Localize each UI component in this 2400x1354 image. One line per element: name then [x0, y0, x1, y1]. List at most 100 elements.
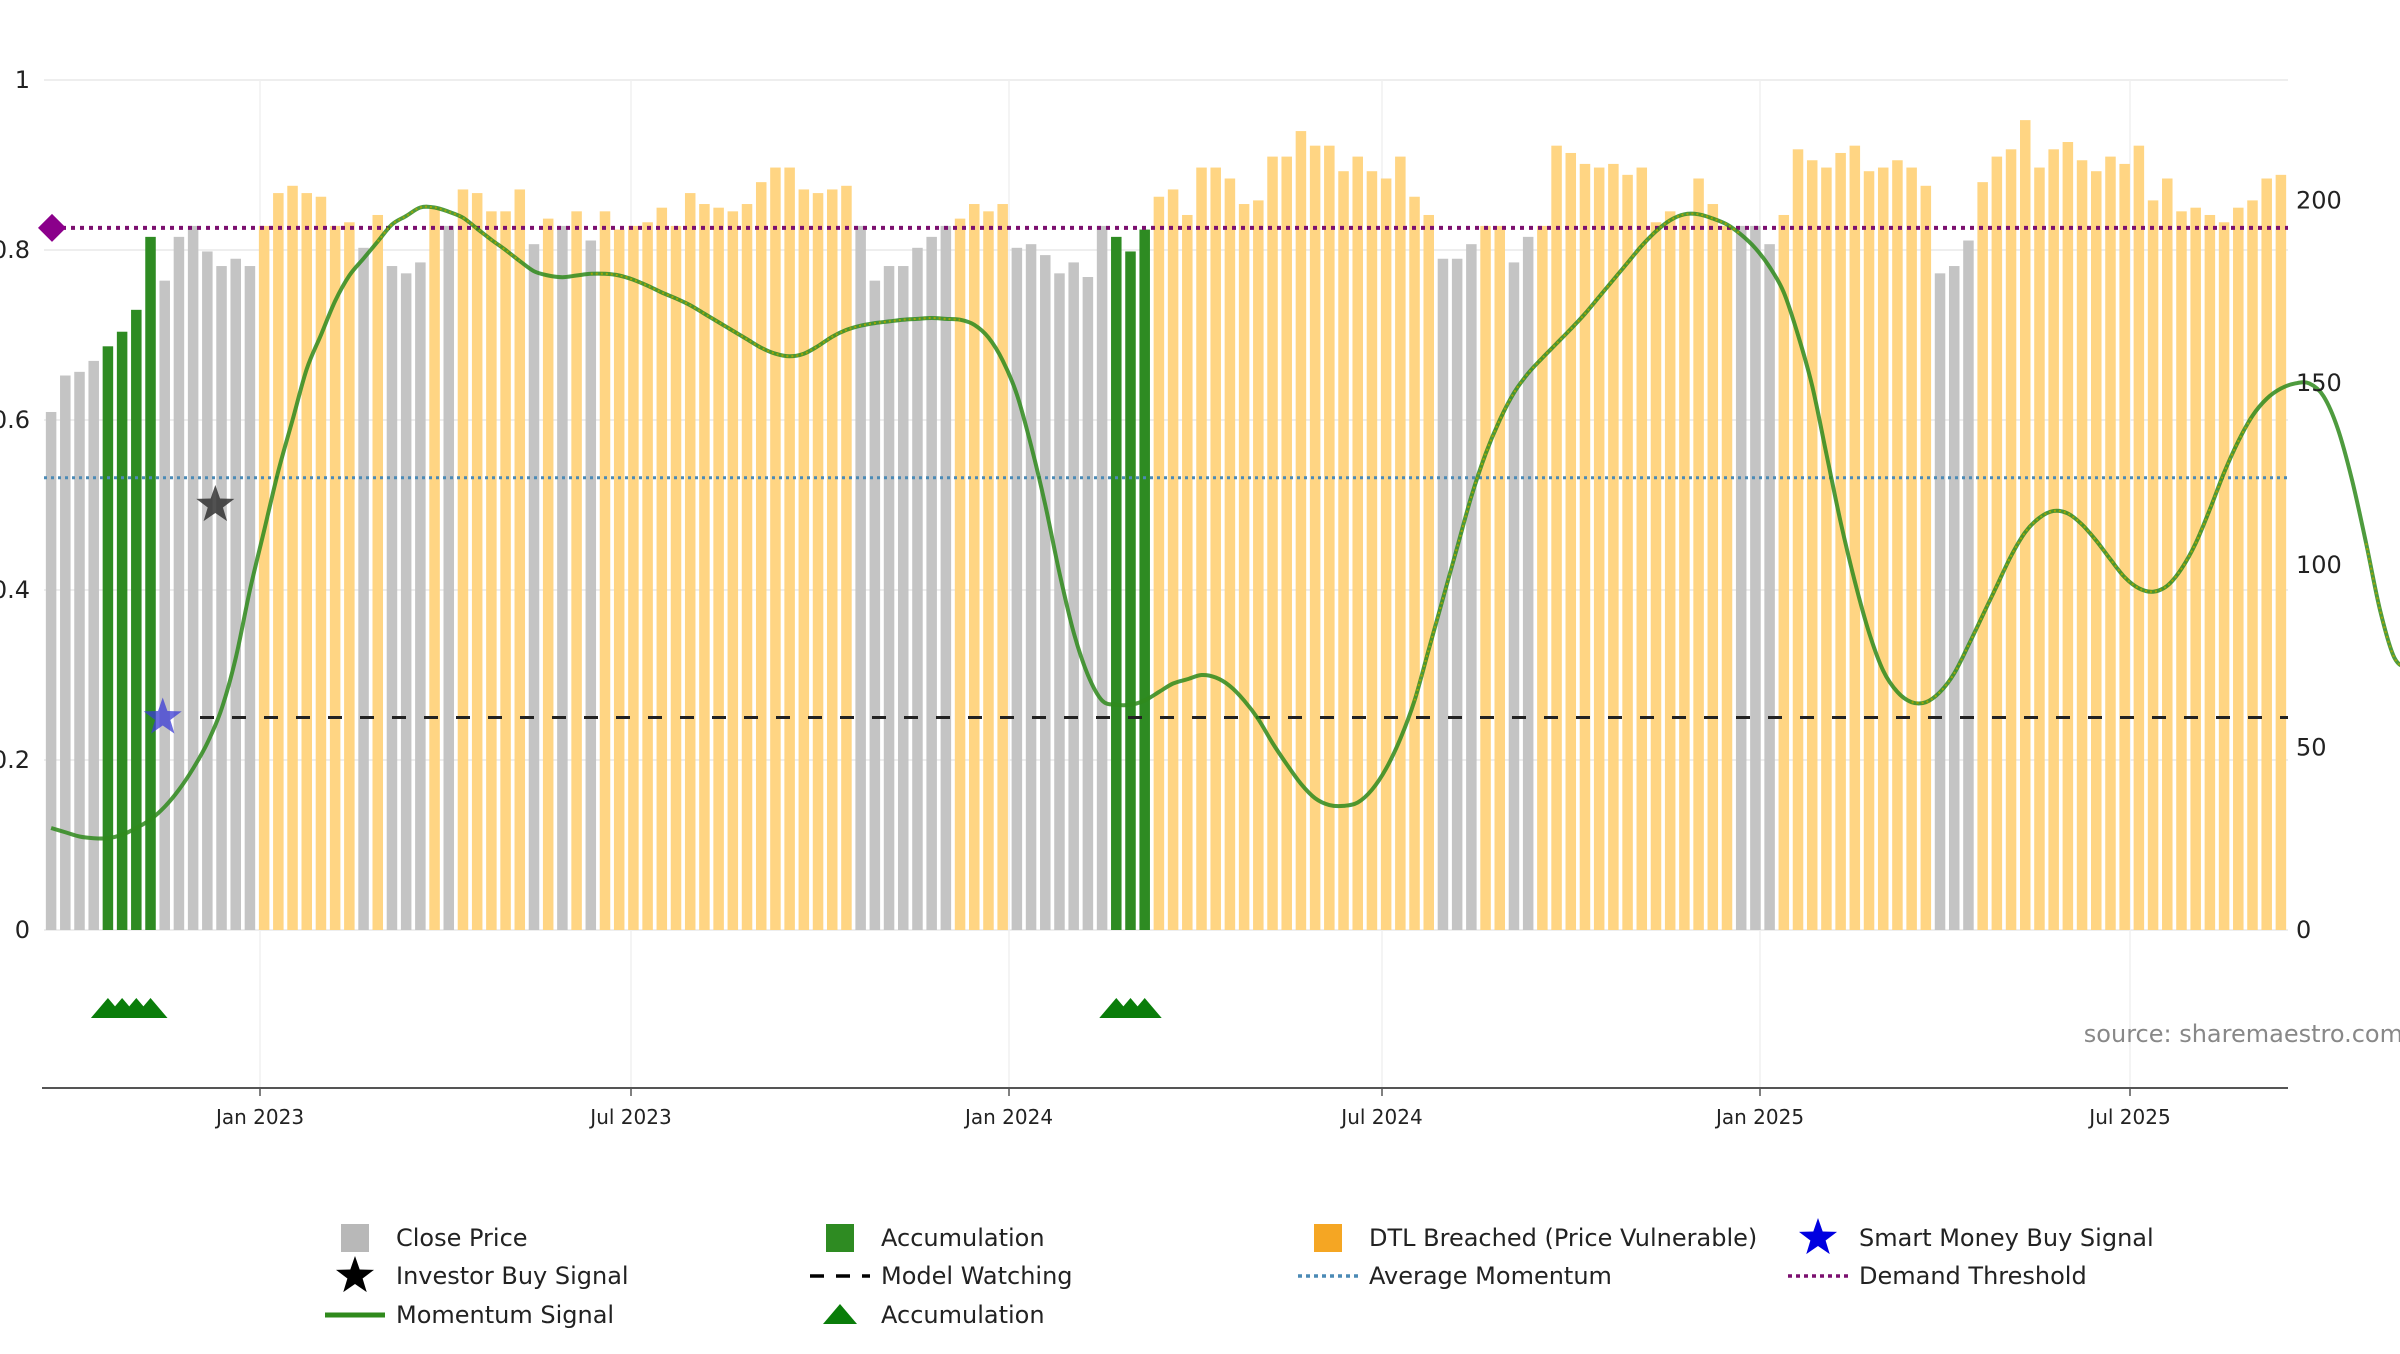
x-axis-tick-label: Jul 2023: [588, 1105, 671, 1129]
price-bar: [1892, 160, 1903, 930]
legend-swatch-accumulation-triangle: [823, 1304, 857, 1324]
price-bar: [656, 207, 668, 931]
left-axis-tick-label: 0.6: [0, 406, 30, 434]
legend-item: Smart Money Buy Signal: [1798, 1218, 2154, 1255]
price-bar: [2105, 156, 2116, 930]
price-bar: [386, 266, 398, 930]
source-note: source: sharemaestro.com: [2084, 1020, 2400, 1048]
price-bar: [1735, 225, 1747, 931]
price-bar: [784, 167, 795, 930]
price-bar: [926, 236, 937, 931]
price-bar: [1650, 222, 1662, 931]
price-bar: [2034, 167, 2045, 930]
price-bar: [1040, 255, 1051, 930]
price-bar: [2005, 149, 2017, 931]
price-bar: [1125, 251, 1136, 930]
price-bar: [1792, 149, 1804, 931]
price-bar: [2076, 160, 2088, 930]
price-bar: [599, 211, 611, 931]
price-bar: [500, 211, 511, 931]
price-bar: [1764, 244, 1775, 930]
x-axis-tick-label: Jul 2025: [2087, 1105, 2170, 1129]
price-bar: [1068, 262, 1079, 930]
price-bar: [1977, 182, 1988, 930]
left-axis-tick-label: 0.8: [0, 236, 30, 264]
right-axis-tick-label: 150: [2296, 369, 2342, 397]
price-bar: [60, 375, 71, 931]
legend-label: Investor Buy Signal: [396, 1262, 629, 1290]
price-bar: [2048, 149, 2059, 931]
price-bar: [2019, 120, 2031, 930]
price-bar: [585, 240, 597, 930]
price-bar: [2247, 200, 2258, 931]
price-bar: [1778, 214, 1790, 931]
momentum-signal-highlight: [376, 205, 521, 262]
price-bar: [1210, 167, 1221, 930]
price-bar: [1494, 225, 1506, 931]
price-bar: [869, 280, 881, 930]
price-bar: [1025, 244, 1037, 930]
price-bar: [1679, 214, 1690, 931]
price-bar: [1920, 185, 1932, 930]
price-bar: [258, 225, 270, 931]
price-bar: [514, 189, 526, 930]
price-bar: [329, 225, 341, 931]
price-bar: [187, 225, 199, 931]
price-bar: [897, 266, 909, 930]
price-bar: [1835, 152, 1846, 931]
price-bar: [826, 189, 838, 930]
legend-item: Accumulation: [826, 1224, 1045, 1252]
price-bar: [755, 182, 767, 930]
price-bar: [1466, 244, 1477, 930]
price-bar: [1693, 178, 1704, 930]
price-bar: [1196, 167, 1207, 930]
price-bar: [216, 266, 227, 930]
price-bar: [1934, 273, 1946, 930]
price-bar: [1522, 236, 1534, 931]
momentum-signal-highlight: [1911, 415, 2254, 704]
accumulation-marker: [1127, 998, 1162, 1018]
price-bar: [287, 185, 298, 930]
price-bar: [1324, 145, 1335, 931]
price-bar: [1224, 178, 1236, 930]
price-bar: [443, 225, 455, 931]
price-bar: [1636, 167, 1648, 930]
price-bar: [1054, 273, 1065, 930]
price-bar: [1082, 276, 1094, 930]
price-bar: [1906, 167, 1917, 930]
price-bar: [1380, 178, 1392, 930]
legend-label: Smart Money Buy Signal: [1859, 1224, 2154, 1252]
signal-markers: [90, 485, 1162, 1018]
legend-label: Average Momentum: [1369, 1262, 1612, 1290]
price-bar: [1849, 145, 1861, 931]
accumulation-marker: [133, 998, 168, 1018]
price-bar: [1409, 196, 1420, 930]
price-bar: [940, 225, 952, 931]
price-bar: [528, 244, 540, 930]
left-axis-tick-label: 1: [15, 66, 30, 94]
price-bar: [1096, 225, 1108, 931]
price-bar: [1153, 196, 1165, 930]
legend-swatch-accumulation: [826, 1224, 854, 1252]
price-bar: [983, 211, 994, 931]
price-bar: [273, 193, 284, 930]
price-bar: [2233, 207, 2244, 931]
price-bar: [1281, 156, 1292, 930]
price-bar: [1863, 171, 1875, 930]
right-axis-tick-label: 100: [2296, 551, 2342, 579]
price-bar: [1267, 156, 1278, 930]
price-bar: [2275, 174, 2287, 930]
price-bar: [2133, 145, 2145, 931]
price-bar: [713, 207, 724, 931]
price-bar: [315, 196, 327, 930]
price-bar: [1707, 204, 1719, 931]
price-bar: [88, 360, 99, 931]
legend-label: Accumulation: [881, 1301, 1045, 1329]
price-bar: [131, 309, 142, 930]
price-bar: [1182, 214, 1193, 931]
price-bar: [1608, 163, 1619, 930]
price-bar: [855, 225, 866, 931]
price-bar: [741, 204, 753, 931]
price-bar: [1111, 236, 1122, 931]
